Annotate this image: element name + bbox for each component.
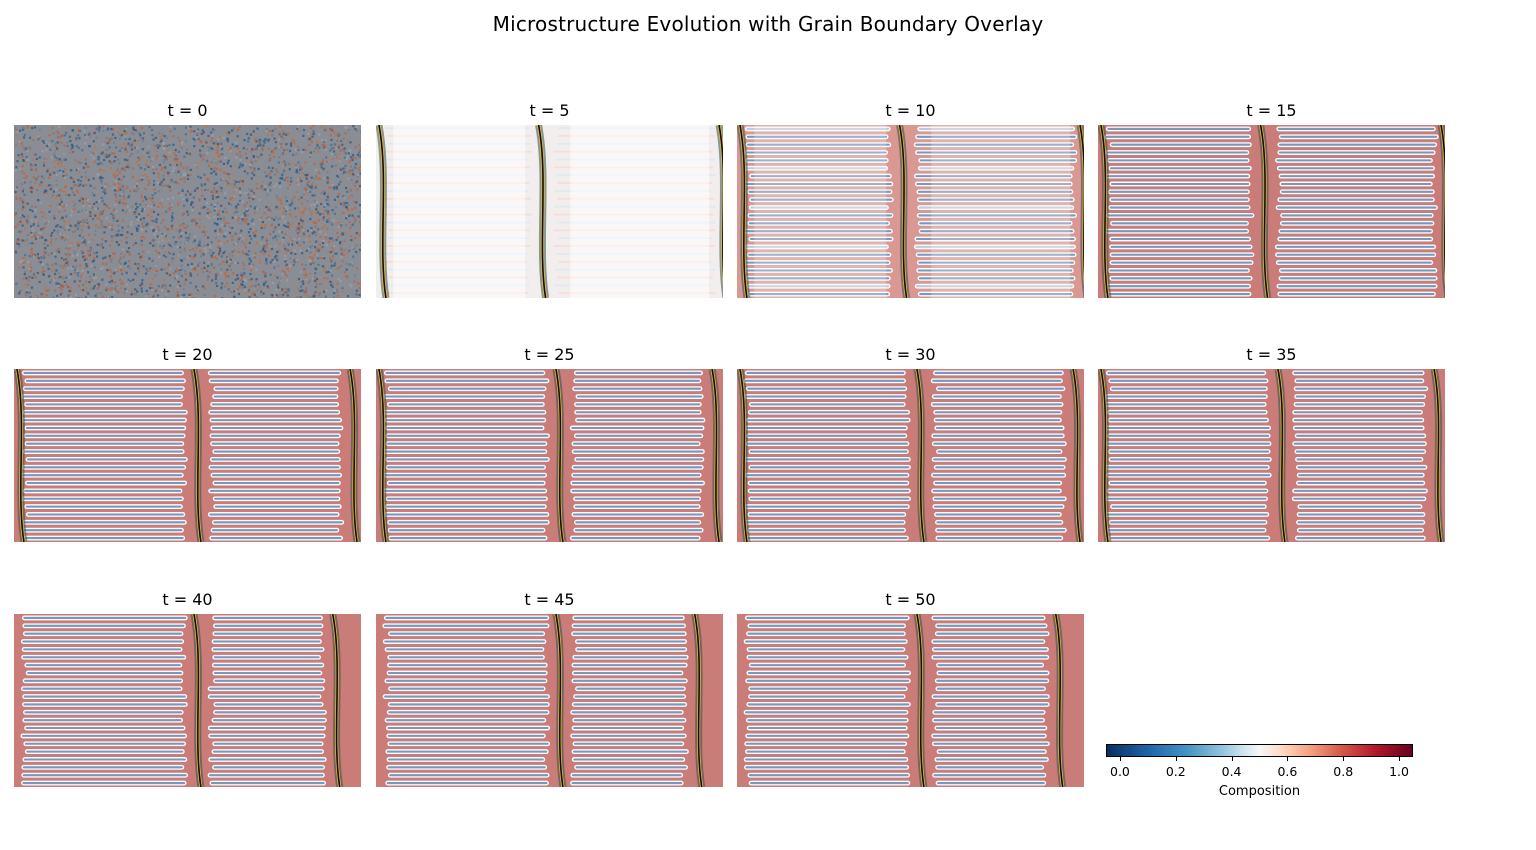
microstructure-panel: t = 10 [737,101,1084,298]
grain-boundary [693,614,703,787]
grain-boundary [739,125,748,298]
colorbar-tick-label: 1.0 [1389,764,1409,779]
panel-title: t = 45 [524,590,575,609]
grain-boundary [916,614,925,787]
composition-field [1098,125,1445,298]
colorbar-tick-label: 0.6 [1277,764,1298,779]
grain-boundary [1054,614,1064,787]
composition-field [14,614,361,787]
panel-title: t = 30 [885,345,936,364]
microstructure-panel: t = 40 [14,590,361,787]
grain-boundary [193,369,202,542]
grain-boundary [1100,369,1109,542]
panel-title: t = 10 [885,101,936,120]
colorbar-tick [1287,757,1289,761]
grain-boundary [537,125,547,298]
grain-boundary [349,369,358,542]
colorbar-tick [1343,757,1345,761]
panel-title: t = 5 [529,101,570,120]
composition-field [376,125,723,298]
grain-boundary [1079,125,1084,278]
grain-boundary [739,369,748,542]
panel-title: t = 35 [1246,345,1297,364]
grain-boundary [378,369,387,542]
microstructure-panel: t = 45 [376,590,723,787]
panel-title: t = 50 [885,590,936,609]
colorbar-tick-label: 0.0 [1110,764,1130,779]
grain-boundary [555,369,564,542]
microstructure-panel: t = 0 [14,101,361,298]
microstructure-panel: t = 50 [737,590,1084,787]
composition-field [737,125,1084,298]
grain-boundary [1440,125,1445,278]
composition-field [1098,369,1445,542]
colorbar: 0.0 0.2 0.4 0.6 0.8 1.0 Composition [1106,744,1413,799]
grain-boundary [1259,125,1269,298]
composition-field [376,614,723,787]
composition-field [737,614,1084,787]
microstructure-panel: t = 5 [376,101,723,298]
composition-field [14,125,361,298]
colorbar-label: Composition [1218,784,1301,799]
colorbar-tick-label: 0.4 [1221,764,1242,779]
colorbar-gradient [1106,744,1413,757]
grain-boundary [898,125,908,298]
colorbar-tick [1231,757,1233,761]
microstructure-panel: t = 15 [1098,101,1445,298]
grain-boundary [1100,125,1109,298]
grain-boundary [1433,369,1442,542]
panel-title: t = 25 [524,345,575,364]
microstructure-panel: t = 35 [1098,345,1445,542]
composition-field [376,369,723,542]
colorbar-tick [1175,757,1177,761]
panel-title: t = 20 [162,345,213,364]
grain-boundary [16,369,25,542]
grain-boundary [916,369,925,542]
panel-title: t = 0 [167,101,208,120]
panel-title: t = 15 [1246,101,1297,120]
grain-boundary [555,614,564,787]
colorbar-tick [1399,757,1401,761]
grain-boundary [378,125,387,298]
colorbar-tick [1119,757,1121,761]
grain-boundary [718,125,723,278]
colorbar-tick-label: 0.8 [1333,764,1354,779]
microstructure-panel: t = 20 [14,345,361,542]
grain-boundary [711,369,720,542]
microstructure-panel: t = 30 [737,345,1084,542]
grain-boundary [1072,369,1081,542]
microstructure-panel: t = 25 [376,345,723,542]
composition-field [14,369,361,542]
colorbar-tick-label: 0.2 [1165,764,1186,779]
composition-field [737,369,1084,542]
panel-title: t = 40 [162,590,213,609]
figure-title: Microstructure Evolution with Grain Boun… [492,12,1044,36]
grain-boundary [331,614,341,787]
grain-boundary [1277,369,1286,542]
grain-boundary [193,614,202,787]
